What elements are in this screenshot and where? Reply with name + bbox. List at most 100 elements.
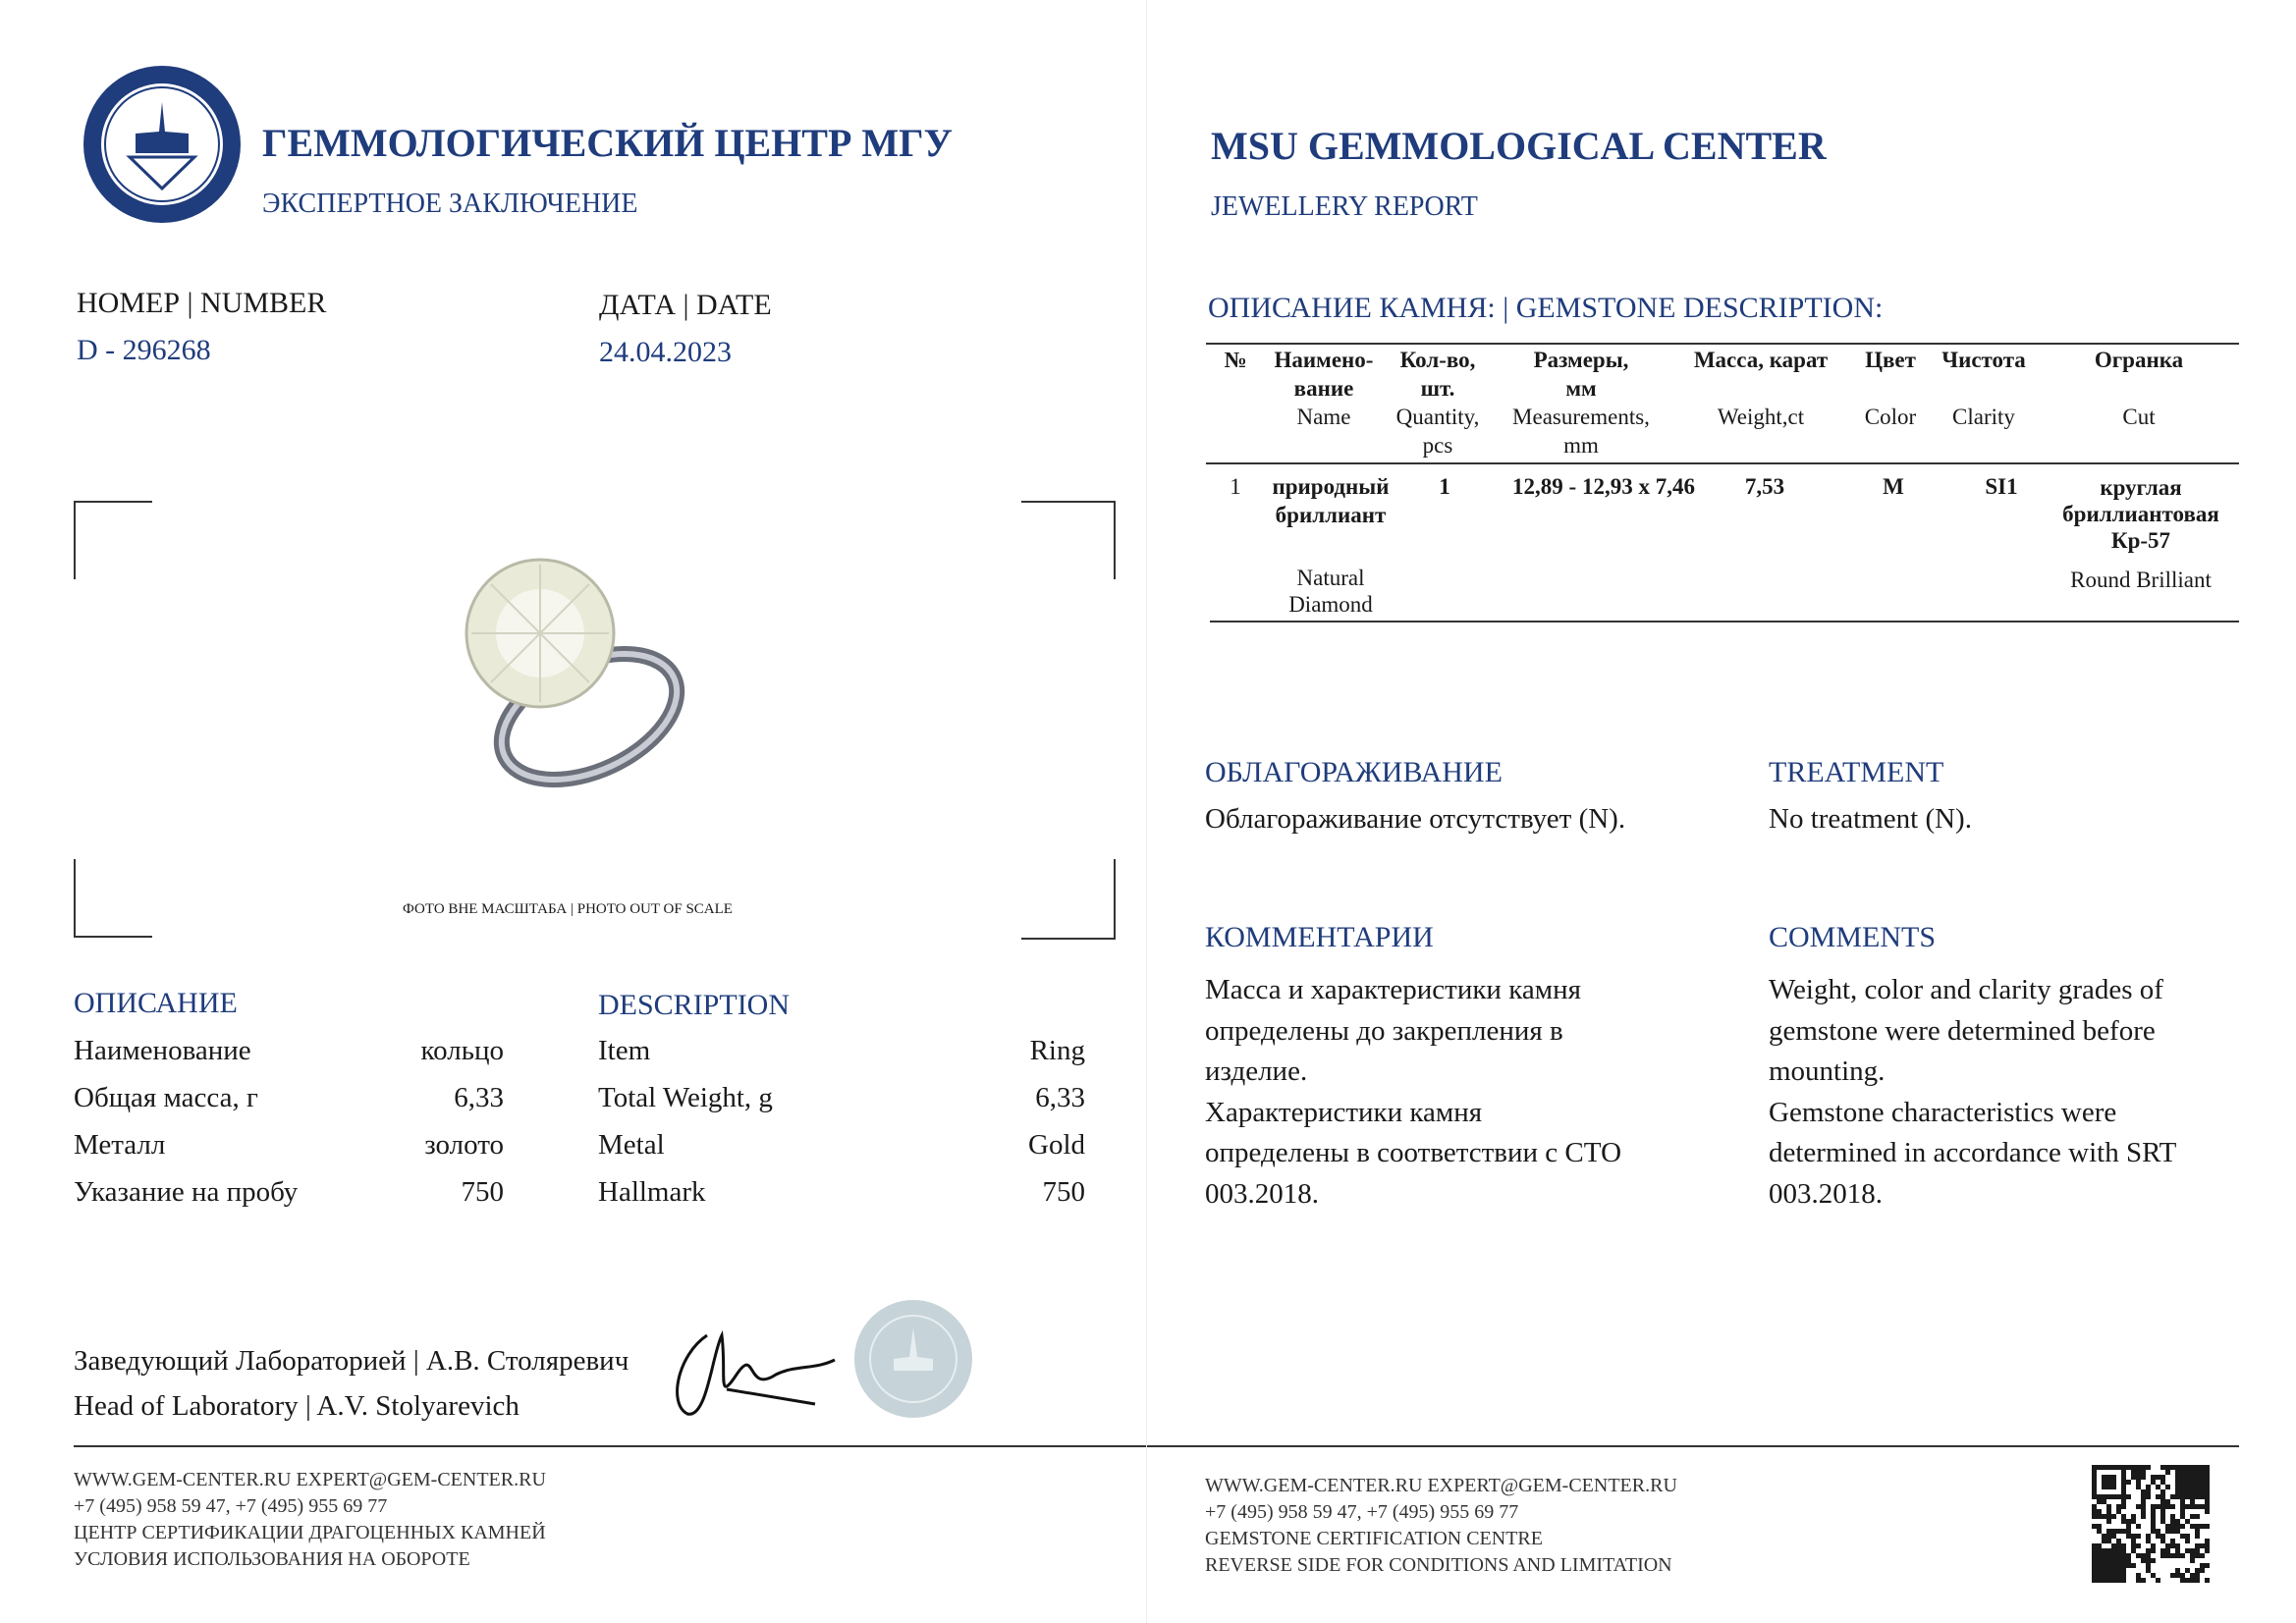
header-weight: Масса, карат Weight,ct bbox=[1694, 346, 1828, 431]
cell-text: природный bbox=[1272, 474, 1390, 499]
description-value-ru: кольцо bbox=[420, 1035, 504, 1066]
comment-line: определены в соответствии с СТО bbox=[1205, 1137, 1622, 1168]
cell-cut-en: Round Brilliant bbox=[2070, 568, 2212, 592]
comments-title-ru: КОММЕНТАРИИ bbox=[1205, 921, 1434, 953]
header-text: Quantity, bbox=[1395, 405, 1480, 429]
description-value-en: Ring bbox=[1029, 1035, 1085, 1066]
description-value-ru: золото bbox=[424, 1129, 504, 1161]
date-label: ДАТА | DATE bbox=[599, 289, 772, 321]
description-label-ru: Наименование bbox=[74, 1035, 251, 1066]
cell-qty: 1 bbox=[1439, 474, 1450, 499]
fold-line bbox=[1146, 0, 1147, 1623]
comment-line: gemstone were determined before bbox=[1769, 1014, 2156, 1047]
header-text: Наимено- bbox=[1274, 348, 1374, 372]
treatment-text-en: No treatment (N). bbox=[1769, 803, 1972, 835]
comment-line: mounting. bbox=[1769, 1055, 1886, 1087]
header-name-ru: Наимено-вание Name bbox=[1275, 346, 1374, 431]
table-rule bbox=[1206, 462, 2239, 464]
description-value-ru: 6,33 bbox=[454, 1082, 504, 1113]
cell-weight: 7,53 bbox=[1744, 474, 1785, 499]
frame-corner bbox=[1021, 859, 1116, 940]
header-measurements: Размеры, мм Measurements, mm bbox=[1512, 346, 1650, 460]
footer-org: ЦЕНТР СЕРТИФИКАЦИИ ДРАГОЦЕННЫХ КАМНЕЙ bbox=[74, 1522, 546, 1543]
description-label-ru: Общая масса, г bbox=[74, 1082, 258, 1113]
header-text: Weight,ct bbox=[1717, 405, 1805, 429]
footer-right: WWW.GEM-CENTER.RU EXPERT@GEM-CENTER.RU +7… bbox=[1205, 1473, 1677, 1579]
header-cut: Огранка Cut bbox=[2095, 346, 2183, 431]
description-value-en: Gold bbox=[1028, 1129, 1085, 1161]
handwritten-signature bbox=[676, 1329, 836, 1416]
header-no: № bbox=[1224, 348, 1247, 372]
comment-line: determined in accordance with SRT bbox=[1769, 1137, 2177, 1168]
report-number: D - 296268 bbox=[77, 334, 211, 366]
header-text: мм bbox=[1565, 376, 1597, 401]
comment-line: 003.2018. bbox=[1205, 1177, 1319, 1210]
header-text: Кол-во, bbox=[1399, 348, 1476, 372]
comment-line: Weight, color and clarity grades of bbox=[1769, 974, 2163, 1005]
header-text: pcs bbox=[1422, 433, 1453, 458]
signature-en: Head of Laboratory | A.V. Stolyarevich bbox=[74, 1390, 519, 1422]
footer-divider bbox=[74, 1445, 2239, 1447]
cell-text: Natural bbox=[1296, 566, 1365, 590]
comments-title-en: COMMENTS bbox=[1769, 921, 1937, 953]
stamp-seal bbox=[854, 1300, 972, 1418]
description-label-en: Total Weight, g bbox=[598, 1082, 773, 1113]
cell-color: M bbox=[1883, 474, 1904, 499]
header-qty: Кол-во, шт. Quantity, pcs bbox=[1396, 346, 1480, 460]
description-value-en: 750 bbox=[1042, 1176, 1086, 1208]
comment-line: Характеристики камня bbox=[1205, 1096, 1483, 1128]
title-ru: ГЕММОЛОГИЧЕСКИЙ ЦЕНТР МГУ bbox=[262, 121, 953, 165]
header-text: Clarity bbox=[1952, 405, 2015, 429]
msu-logo-seal bbox=[83, 66, 241, 223]
header-text: mm bbox=[1563, 433, 1599, 458]
signer-name-ru: А.В. Столяревич bbox=[425, 1345, 629, 1377]
footer-phones: +7 (495) 958 59 47, +7 (495) 955 69 77 bbox=[74, 1495, 388, 1517]
comment-line: Gemstone characteristics were bbox=[1769, 1096, 2117, 1128]
table-rule bbox=[1206, 343, 2239, 345]
cell-name-ru: природный бриллиант bbox=[1272, 472, 1389, 529]
signer-role-en: Head of Laboratory bbox=[74, 1390, 299, 1422]
footer-contacts: WWW.GEM-CENTER.RU EXPERT@GEM-CENTER.RU bbox=[1205, 1475, 1677, 1496]
subtitle-en: JEWELLERY REPORT bbox=[1211, 191, 1478, 222]
description-label-ru: Указание на пробу bbox=[74, 1176, 299, 1208]
cell-text: бриллиант bbox=[1275, 503, 1387, 527]
treatment-text-ru: Облагораживание отсутствует (N). bbox=[1205, 803, 1626, 835]
footer-terms: УСЛОВИЯ ИСПОЛЬЗОВАНИЯ НА ОБОРОТЕ bbox=[74, 1548, 470, 1570]
footer-phones: +7 (495) 958 59 47, +7 (495) 955 69 77 bbox=[1205, 1501, 1519, 1523]
signature-ru: Заведующий Лабораторией | А.В. Столяреви… bbox=[74, 1345, 629, 1377]
header-text: Огранка bbox=[2094, 348, 2184, 372]
header-color: Цвет Color bbox=[1865, 346, 1916, 431]
frame-corner bbox=[74, 501, 152, 579]
cell-text: бриллиантовая bbox=[2062, 502, 2219, 526]
comment-line: 003.2018. bbox=[1769, 1177, 1883, 1210]
number-label: НОМЕР | NUMBER bbox=[77, 287, 327, 319]
footer-org: GEMSTONE CERTIFICATION CENTRE bbox=[1205, 1528, 1543, 1549]
title-en: MSU GEMMOLOGICAL CENTER bbox=[1211, 124, 1827, 168]
cell-cut-ru: круглая бриллиантовая Кр-57 bbox=[2062, 474, 2219, 554]
qr-code[interactable] bbox=[2092, 1465, 2210, 1583]
gemstone-title: ОПИСАНИЕ КАМНЯ: | GEMSTONE DESCRIPTION: bbox=[1208, 292, 1884, 324]
cell-text: Diamond bbox=[1288, 592, 1373, 617]
header-text: Color bbox=[1864, 405, 1917, 429]
description-value-en: 6,33 bbox=[1035, 1082, 1085, 1113]
header-clarity: Чистота Clarity bbox=[1941, 346, 2026, 431]
signer-role-ru: Заведующий Лабораторией bbox=[74, 1345, 407, 1377]
subtitle-ru: ЭКСПЕРТНОЕ ЗАКЛЮЧЕНИЕ bbox=[262, 189, 638, 219]
cell-name-en: Natural Diamond bbox=[1288, 565, 1373, 618]
footer-left: WWW.GEM-CENTER.RU EXPERT@GEM-CENTER.RU +7… bbox=[74, 1467, 546, 1573]
frame-corner bbox=[1021, 501, 1116, 579]
header-text: Cut bbox=[2122, 405, 2156, 429]
signer-name-en: A.V. Stolyarevich bbox=[316, 1390, 519, 1422]
description-value-ru: 750 bbox=[461, 1176, 505, 1208]
header-text: Масса, карат bbox=[1693, 348, 1829, 372]
description-title-en: DESCRIPTION bbox=[598, 989, 791, 1021]
cell-clarity: SI1 bbox=[1985, 474, 2018, 499]
description-title-ru: ОПИСАНИЕ bbox=[74, 987, 238, 1019]
cell-no: 1 bbox=[1230, 474, 1241, 499]
cell-measurements: 12,89 - 12,93 x 7,46 bbox=[1512, 474, 1695, 499]
description-label-en: Metal bbox=[598, 1129, 665, 1161]
header-text: шт. bbox=[1420, 376, 1455, 401]
comment-line: Масса и характеристики камня bbox=[1205, 974, 1581, 1005]
cell-text: круглая bbox=[2100, 475, 2182, 500]
header-text: Name bbox=[1296, 405, 1351, 429]
